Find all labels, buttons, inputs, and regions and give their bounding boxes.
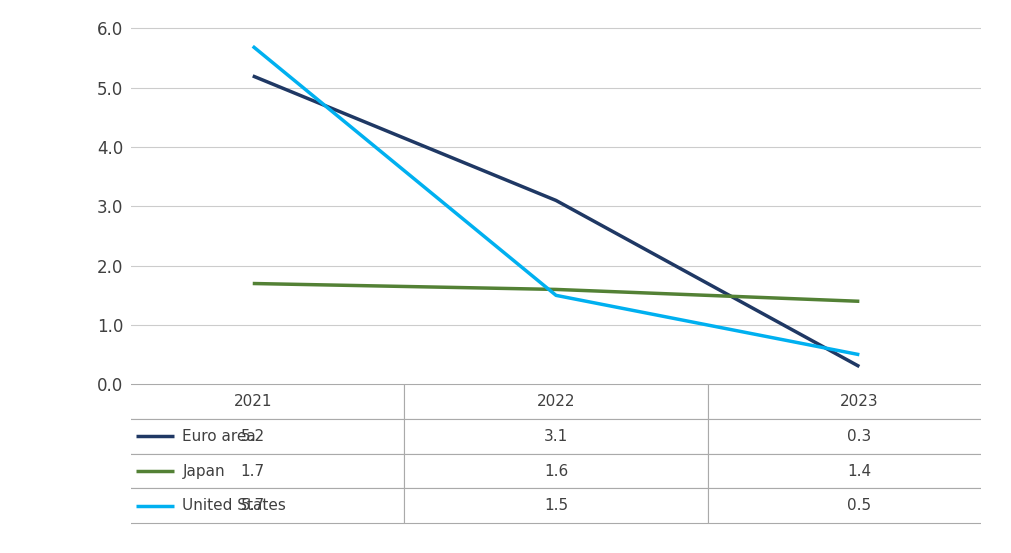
- Text: United States: United States: [182, 498, 286, 513]
- Bar: [708, 453, 1011, 488]
- Bar: [101, 488, 131, 523]
- Bar: [404, 419, 708, 453]
- Text: 2022: 2022: [537, 394, 575, 409]
- Bar: [101, 419, 404, 453]
- Bar: [101, 488, 404, 523]
- Text: 1.7: 1.7: [241, 463, 265, 478]
- Text: 0.5: 0.5: [847, 498, 871, 513]
- Bar: [404, 384, 708, 419]
- Bar: [101, 384, 131, 419]
- Text: 0.3: 0.3: [847, 429, 871, 444]
- Bar: [708, 419, 1011, 453]
- Bar: [101, 453, 131, 488]
- Bar: [708, 488, 1011, 523]
- Text: 2021: 2021: [234, 394, 272, 409]
- Text: 3.1: 3.1: [544, 429, 568, 444]
- Text: Japan: Japan: [182, 463, 225, 478]
- Bar: [101, 419, 131, 453]
- Text: 5.2: 5.2: [241, 429, 265, 444]
- Bar: [708, 384, 1011, 419]
- Text: 1.5: 1.5: [544, 498, 568, 513]
- Bar: [404, 488, 708, 523]
- Text: 1.4: 1.4: [847, 463, 871, 478]
- Text: 5.7: 5.7: [241, 498, 265, 513]
- Text: 1.6: 1.6: [544, 463, 568, 478]
- Bar: [101, 453, 404, 488]
- Text: 2023: 2023: [840, 394, 879, 409]
- Bar: [101, 384, 404, 419]
- Text: Euro area: Euro area: [182, 429, 256, 444]
- Bar: [404, 453, 708, 488]
